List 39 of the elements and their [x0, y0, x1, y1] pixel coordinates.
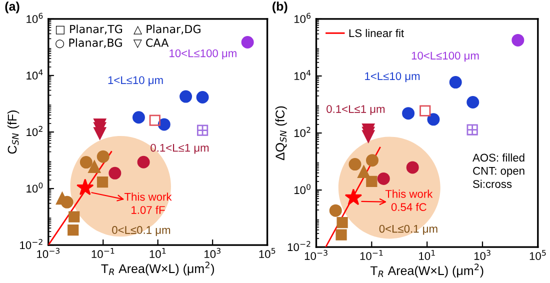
y-tick-label: 10$^{0}$ — [26, 182, 43, 193]
annotation: 0<L≤0.1 μm — [112, 226, 170, 236]
y-axis-title: C$_{SN}$ (fF) — [7, 110, 20, 154]
x-tick-label: 10$^{3}$ — [474, 250, 490, 260]
x-tick-label: 10$^{1}$ — [419, 250, 435, 260]
annotation: 1<L≤10 μm — [108, 76, 163, 86]
annotation: □ Planar,TG △ Planar,DG ○ Planar,BG ▽ CAA — [56, 24, 200, 48]
chart-title: (b) — [272, 2, 288, 14]
y-tick-label: 10$^{6}$ — [294, 12, 311, 24]
annotation: 10<L≤100 μm — [170, 49, 236, 60]
annotation: 0<L≤0.1 μm — [379, 224, 438, 235]
x-axis-title: T$_{R}$ Area(W×L) (μm$^{2}$) — [101, 262, 214, 276]
annotation: 0.1<L≤1 μm — [326, 105, 385, 115]
y-tick-label: 10$^{6}$ — [26, 12, 43, 24]
y-tick-label: 10$^{−2}$ — [20, 238, 42, 250]
x-tick-label: 10$^{−1}$ — [92, 248, 114, 258]
y-tick-label: 10$^{4}$ — [26, 70, 43, 80]
legend-label: LS linear fit — [349, 28, 404, 38]
x-tick-label: 10$^{−1}$ — [360, 250, 383, 260]
y-tick-label: 10$^{2}$ — [294, 126, 310, 138]
x-tick-label: 10$^{5}$ — [530, 250, 546, 260]
annotation: This work 1.07 fF — [124, 192, 172, 214]
x-tick-label: 10$^{1}$ — [150, 248, 166, 258]
annotation: 1<L≤10 μm — [365, 72, 420, 82]
y-tick-label: 10$^{4}$ — [294, 70, 311, 80]
y-axis-title: ΔQ$_{SN}$ (fC) — [275, 106, 287, 160]
y-tick-label: 10$^{2}$ — [26, 126, 42, 136]
y-tick-label: 10$^{−2}$ — [288, 240, 310, 252]
x-tick-label: 10$^{5}$ — [259, 248, 276, 258]
x-tick-label: 10$^{−3}$ — [37, 248, 60, 258]
x-axis-title: T$_{R}$ Area(W×L) (μm$^{2}$) — [370, 264, 484, 278]
annotation: AOS: filled CNT: open Si:cross — [472, 153, 524, 188]
y-tick-label: 10$^{0}$ — [294, 184, 311, 194]
annotation: This work 0.54 fC — [385, 190, 433, 212]
annotation: 0.1<L≤1 μm — [150, 144, 209, 154]
x-tick-label: 10$^{3}$ — [204, 248, 220, 258]
annotation: 10<L≤100 μm — [412, 52, 479, 62]
chart-title: (a) — [5, 2, 20, 14]
x-tick-label: 10$^{−3}$ — [304, 250, 328, 260]
